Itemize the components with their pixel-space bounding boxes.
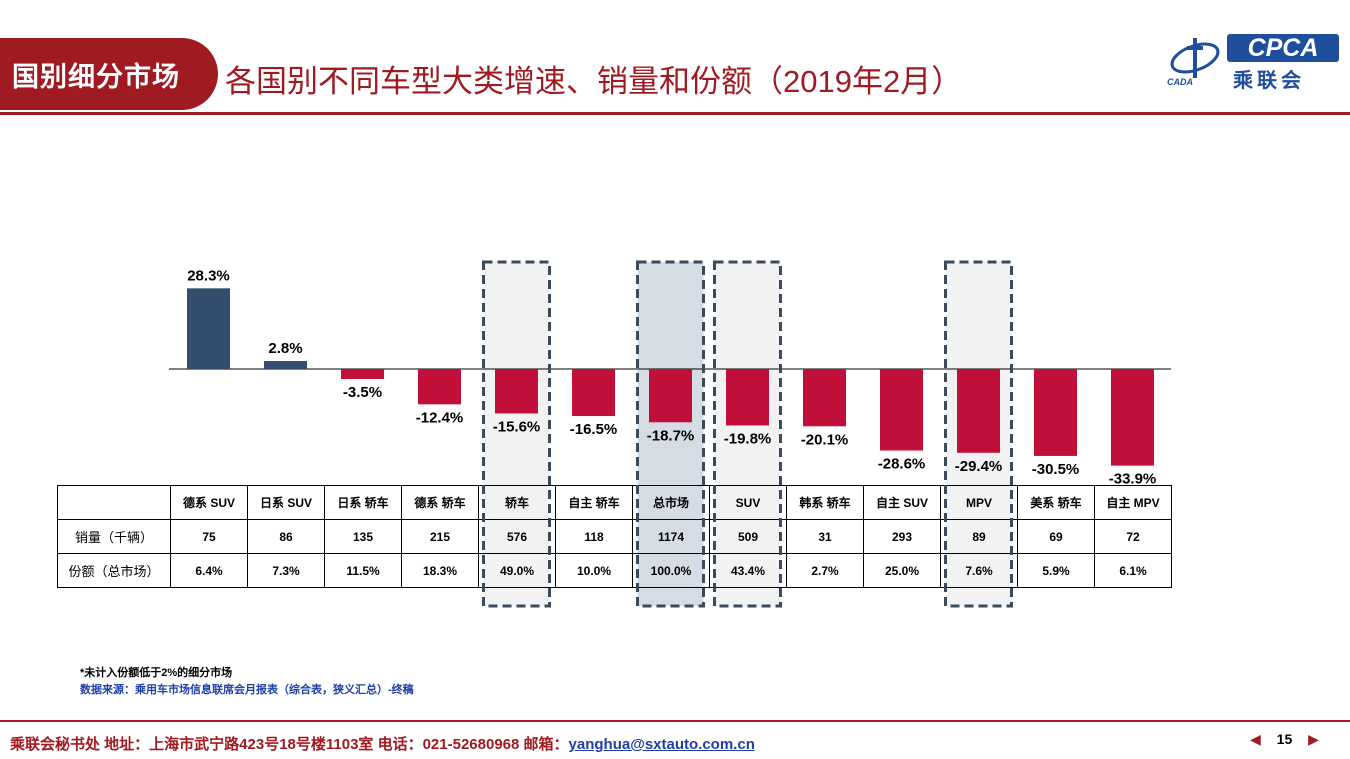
table-cell: 118 (555, 519, 633, 554)
logo-small-text: CADA (1167, 77, 1193, 87)
table-cell: 69 (1017, 519, 1095, 554)
bar (649, 369, 692, 423)
bar (726, 369, 769, 426)
footer-email-link[interactable]: yanghua@sxtauto.com.cn (568, 736, 755, 753)
table-cell: 7.6% (940, 553, 1018, 588)
header-divider (0, 112, 1350, 115)
bar-value-label: -15.6% (493, 418, 541, 435)
bar-value-label: -28.6% (878, 456, 926, 473)
bar-value-label: -16.5% (570, 421, 618, 438)
table-cell: 509 (709, 519, 787, 554)
row-label-share: 份额（总市场） (57, 553, 171, 588)
footnote: *未计入份额低于2%的细分市场 (80, 667, 233, 679)
footer-address: 乘联会秘书处 地址：上海市武宁路423号18号楼1103室 电话：021-526… (10, 736, 569, 753)
table-header-cell: SUV (709, 485, 787, 520)
bar (572, 369, 615, 417)
row-label-sales: 销量（千辆） (57, 519, 171, 554)
table-row-share: 份额（总市场） 6.4% 7.3% 11.5% 18.3% 49.0% 10.0… (57, 553, 1172, 588)
table-header-cell: 总市场 (632, 485, 710, 520)
table-cell: 31 (786, 519, 864, 554)
bar-value-label: -12.4% (416, 409, 464, 426)
table-cell: 293 (863, 519, 941, 554)
data-source-note: 数据来源：乘用车市场信息联席会月报表（综合表，狭义汇总）-终稿 (80, 684, 414, 696)
table-cell: 100.0% (632, 553, 710, 588)
table-header-cell: 自主 MPV (1094, 485, 1172, 520)
table-cell: 75 (170, 519, 248, 554)
bar (495, 369, 538, 414)
cpca-emblem-icon (1170, 38, 1220, 78)
table-cell: 215 (401, 519, 479, 554)
bar (957, 369, 1000, 453)
bar-value-label: -19.8% (724, 430, 772, 447)
bar (803, 369, 846, 427)
table-cell: 6.4% (170, 553, 248, 588)
data-table: 德系 SUV 日系 SUV 日系 轿车 德系 轿车 轿车 自主 轿车 总市场 S… (57, 485, 1172, 588)
table-header-cell: 自主 轿车 (555, 485, 633, 520)
table-cell: 2.7% (786, 553, 864, 588)
table-header-cell: 美系 轿车 (1017, 485, 1095, 520)
footer-contact: 乘联会秘书处 地址：上海市武宁路423号18号楼1103室 电话：021-526… (10, 733, 755, 754)
bar-value-label: -33.9% (1109, 471, 1157, 488)
table-header-cell: 日系 SUV (247, 485, 325, 520)
table-header-cell: 德系 SUV (170, 485, 248, 520)
table-cell: 10.0% (555, 553, 633, 588)
table-header-cell: 日系 轿车 (324, 485, 402, 520)
table-cell: 25.0% (863, 553, 941, 588)
table-row-sales: 销量（千辆） 75 86 135 215 576 118 1174 509 31… (57, 519, 1172, 554)
table-cell: 7.3% (247, 553, 325, 588)
table-corner-cell (57, 485, 171, 520)
bar (1034, 369, 1077, 456)
table-cell: 49.0% (478, 553, 556, 588)
table-cell: 11.5% (324, 553, 402, 588)
bar-value-label: -18.7% (647, 427, 695, 444)
logo-brand-text: CPCA (1227, 34, 1339, 62)
page-title: 各国别不同车型大类增速、销量和份额（2019年2月） (225, 64, 963, 99)
table-cell: 5.9% (1017, 553, 1095, 588)
bar-value-label: 2.8% (268, 340, 302, 357)
bar-value-label: -20.1% (801, 431, 849, 448)
table-header-cell: 自主 SUV (863, 485, 941, 520)
next-triangle-icon[interactable]: ▶ (1308, 731, 1319, 747)
table-header-cell: 德系 轿车 (401, 485, 479, 520)
prev-triangle-icon[interactable]: ◀ (1250, 731, 1261, 747)
table-cell: 576 (478, 519, 556, 554)
bar-value-label: 28.3% (187, 267, 230, 284)
bar-value-label: -30.5% (1032, 461, 1080, 478)
cpca-logo: CPCA 乘联会 CADA (1165, 32, 1345, 92)
bar-value-label: -3.5% (343, 384, 382, 401)
bar (880, 369, 923, 451)
logo-name-cn: 乘联会 (1233, 70, 1305, 92)
bar (418, 369, 461, 405)
bar (341, 369, 384, 379)
table-header-row: 德系 SUV 日系 SUV 日系 轿车 德系 轿车 轿车 自主 轿车 总市场 S… (57, 485, 1172, 520)
footer-divider (0, 720, 1350, 722)
bar (1111, 369, 1154, 466)
table-cell: 18.3% (401, 553, 479, 588)
table-cell: 89 (940, 519, 1018, 554)
bar (264, 361, 307, 369)
table-cell: 6.1% (1094, 553, 1172, 588)
table-cell: 135 (324, 519, 402, 554)
table-header-cell: 轿车 (478, 485, 556, 520)
table-cell: 1174 (632, 519, 710, 554)
section-tag: 国别细分市场 (12, 62, 180, 92)
page-number: 15 (1276, 731, 1293, 747)
table-cell: 86 (247, 519, 325, 554)
table-cell: 72 (1094, 519, 1172, 554)
table-cell: 43.4% (709, 553, 787, 588)
table-header-cell: 韩系 轿车 (786, 485, 864, 520)
bar (187, 288, 230, 369)
table-header-cell: MPV (940, 485, 1018, 520)
page-navigation: ◀ 15 ▶ (1244, 731, 1325, 748)
header-band (0, 38, 218, 110)
bar-value-label: -29.4% (955, 458, 1003, 475)
